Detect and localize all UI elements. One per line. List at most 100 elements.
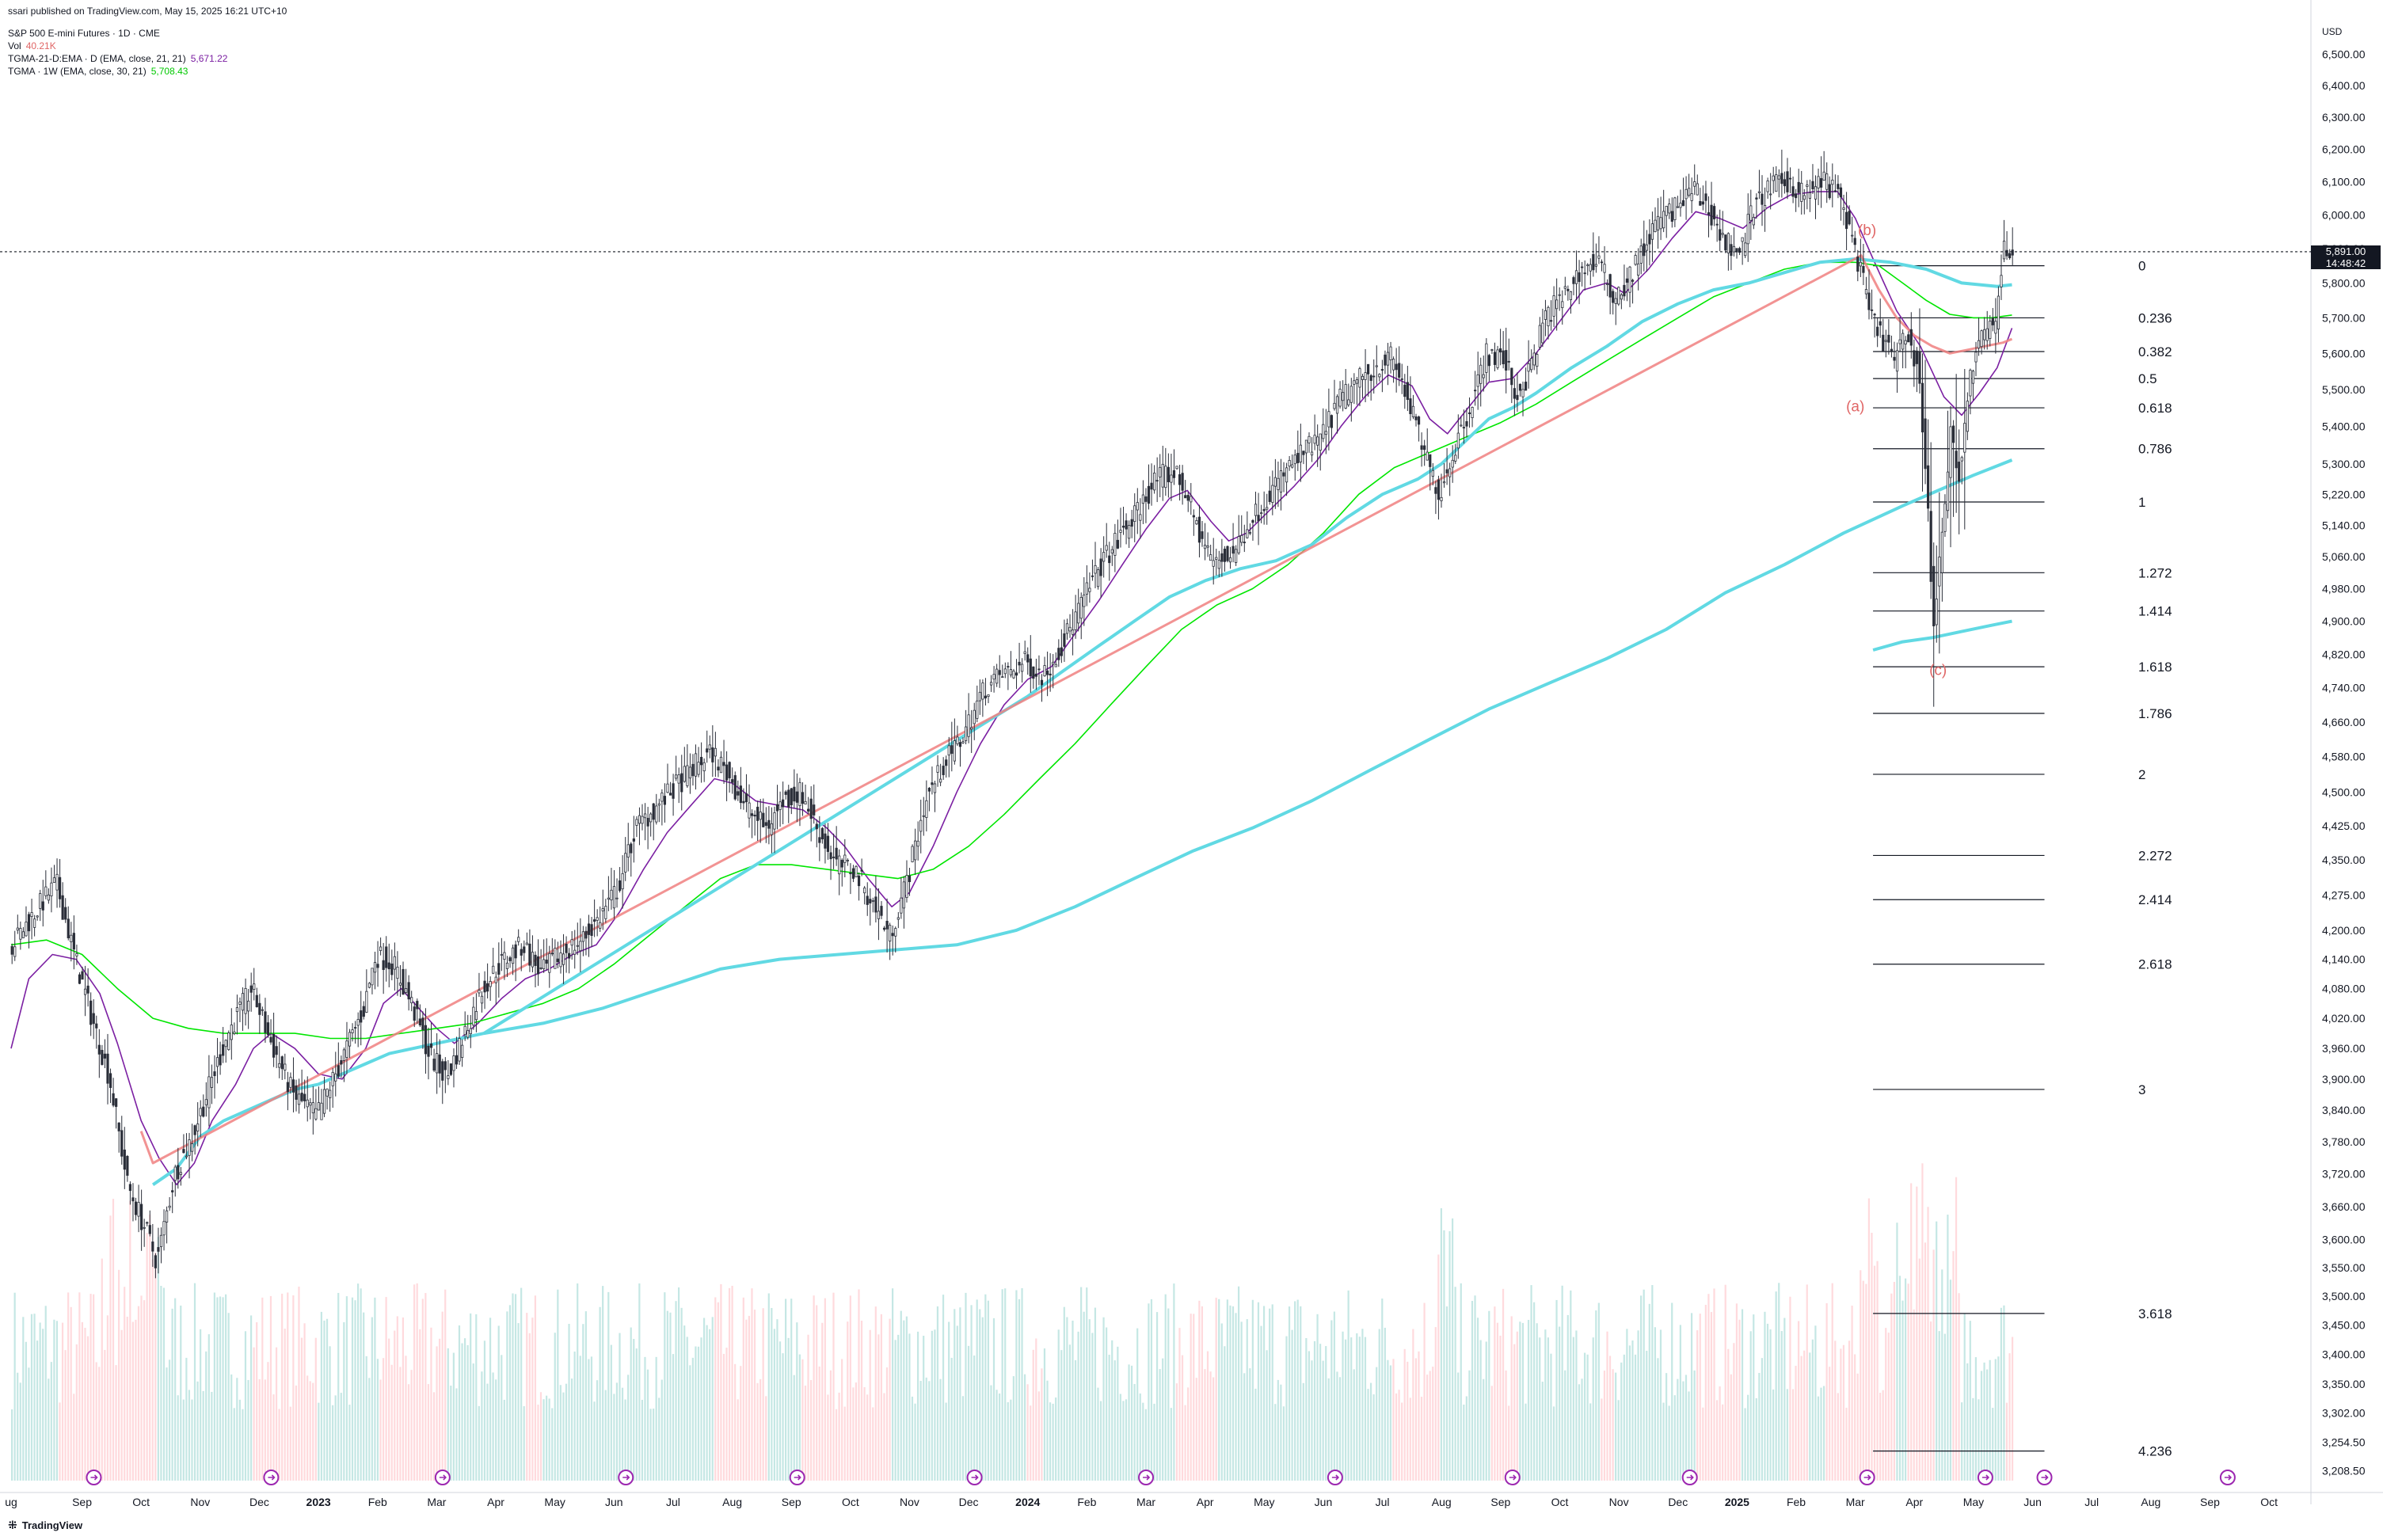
candle-body xyxy=(1054,664,1057,667)
volume-bar xyxy=(1471,1301,1474,1481)
candle-body xyxy=(576,945,579,947)
ema-line xyxy=(10,191,2013,1186)
event-marker-icon[interactable] xyxy=(86,1470,102,1485)
candle-body xyxy=(668,793,672,796)
volume-bar xyxy=(1648,1303,1650,1481)
candle-body xyxy=(117,1122,120,1131)
tradingview-brand[interactable]: ⁜ TradingView xyxy=(8,1519,82,1532)
candle-body xyxy=(1538,325,1541,348)
volume-bar xyxy=(360,1288,362,1481)
candle-body xyxy=(1738,248,1742,253)
candle-body xyxy=(289,1077,292,1088)
volume-bar xyxy=(931,1330,933,1481)
volume-bar xyxy=(1693,1370,1696,1481)
candle-body xyxy=(452,1055,455,1071)
event-marker-icon[interactable] xyxy=(966,1470,983,1485)
volume-bar xyxy=(385,1297,387,1481)
volume-bar xyxy=(19,1382,21,1481)
volume-bar xyxy=(950,1357,953,1481)
volume-bar xyxy=(1603,1371,1606,1481)
event-arrow xyxy=(1331,1474,1340,1481)
candle-body xyxy=(441,1061,444,1081)
event-marker-icon[interactable] xyxy=(1859,1470,1875,1485)
volume-bar xyxy=(432,1392,436,1481)
volume-bar xyxy=(182,1399,185,1481)
candle-body xyxy=(371,968,374,986)
volume-bar xyxy=(1559,1326,1561,1481)
volume-bar xyxy=(1806,1284,1808,1481)
volume-bar xyxy=(191,1399,193,1481)
candle-body xyxy=(227,1032,230,1051)
event-marker-icon[interactable] xyxy=(789,1470,805,1485)
volume-bar xyxy=(1260,1325,1262,1481)
candle-body xyxy=(1431,470,1434,477)
candle-body xyxy=(1094,565,1097,574)
volume-bar xyxy=(1983,1362,1985,1481)
event-marker-icon[interactable] xyxy=(618,1470,634,1485)
event-marker-icon[interactable] xyxy=(1504,1470,1521,1485)
volume-bar xyxy=(1536,1323,1538,1481)
volume-bar xyxy=(81,1321,84,1481)
volume-bar xyxy=(109,1215,112,1481)
time-axis[interactable]: ug Sep Oct Nov Dec 2023 Feb Mar Apr May Jun Jul Aug S… xyxy=(0,1492,2383,1508)
volume-bar xyxy=(171,1308,173,1481)
currency-label: USD xyxy=(2322,26,2343,37)
volume-bar xyxy=(1688,1391,1690,1481)
event-marker-icon[interactable] xyxy=(1138,1470,1155,1485)
volume-bar xyxy=(970,1305,973,1481)
event-marker-icon[interactable] xyxy=(1327,1470,1343,1485)
time-tick-label: Feb xyxy=(368,1496,387,1508)
candle-body xyxy=(1828,184,1831,199)
volume-bar xyxy=(1231,1306,1235,1481)
ema-daily-legend[interactable]: TGMA-21-D:EMA · D (EMA, close, 21, 21) 5,… xyxy=(8,52,227,65)
candle-body xyxy=(325,1088,329,1097)
volume-bar xyxy=(756,1382,759,1481)
candle-body xyxy=(1679,203,1682,208)
candle-body xyxy=(362,1006,365,1017)
candle-body xyxy=(900,897,903,914)
candle-body xyxy=(737,791,740,796)
volume-bar xyxy=(843,1406,846,1481)
candle-body xyxy=(1693,181,1696,187)
volume-bar xyxy=(1086,1287,1088,1481)
candle-body xyxy=(1859,261,1862,267)
candle-body xyxy=(1023,651,1026,654)
candle-body xyxy=(615,897,619,899)
event-marker-icon[interactable] xyxy=(2036,1470,2053,1485)
symbol-title[interactable]: S&P 500 E-mini Futures · 1D · CME xyxy=(8,28,160,39)
time-tick-label: Nov xyxy=(900,1496,919,1508)
volume-bar xyxy=(115,1365,117,1481)
event-marker-icon[interactable] xyxy=(1977,1470,1993,1485)
volume-bar xyxy=(573,1351,576,1481)
time-tick-label: Dec xyxy=(1668,1496,1688,1508)
candle-body xyxy=(382,960,385,971)
candle-body xyxy=(1670,211,1673,222)
volume-bar xyxy=(1684,1375,1688,1481)
candle-body xyxy=(787,789,790,808)
event-marker-icon[interactable] xyxy=(263,1470,280,1485)
candle-body xyxy=(1755,197,1758,200)
volume-bar xyxy=(1452,1218,1454,1481)
event-marker-icon[interactable] xyxy=(434,1470,451,1485)
volume-bar xyxy=(1845,1407,1848,1481)
candle-body xyxy=(638,815,641,824)
candle-body xyxy=(1817,176,1820,188)
fibonacci-levels[interactable]: 00.2360.3820.50.6180.78611.2721.4141.618… xyxy=(1873,259,2172,1459)
candle-body xyxy=(449,1063,453,1075)
volume-bar xyxy=(222,1297,224,1481)
volume-legend[interactable]: Vol 40.21K xyxy=(8,40,56,52)
candle-body xyxy=(714,747,717,757)
volume-bar xyxy=(1175,1383,1178,1481)
ema-weekly-legend[interactable]: TGMA · 1W (EMA, close, 30, 21) 5,708.43 xyxy=(8,65,188,78)
price-axis[interactable]: 6,500.006,400.006,300.006,200.006,100.00… xyxy=(0,0,2366,1504)
event-marker-icon[interactable] xyxy=(2219,1470,2236,1485)
volume-bar xyxy=(832,1292,835,1481)
volume-value: 40.21K xyxy=(25,40,56,51)
volume-bar xyxy=(1943,1333,1946,1481)
event-markers[interactable] xyxy=(86,1470,2236,1485)
candle-body xyxy=(1994,321,1997,334)
volume-bar xyxy=(461,1343,463,1481)
event-marker-icon[interactable] xyxy=(1681,1470,1698,1485)
volume-bar xyxy=(908,1333,911,1481)
